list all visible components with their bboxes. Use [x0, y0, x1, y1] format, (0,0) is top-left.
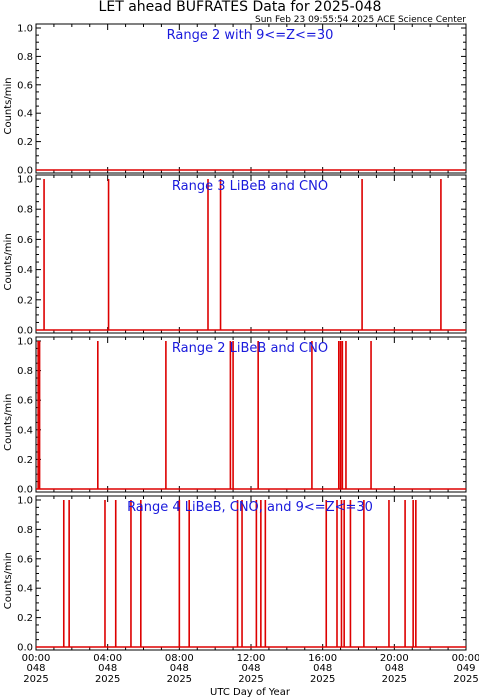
y-tick-label: 0.8	[17, 525, 33, 536]
y-tick-label: 0.6	[17, 396, 33, 407]
y-tick-label: 0.0	[17, 643, 33, 654]
panel-1: 0.0 0.2 0.4 0.6 0.8 1.0 Counts/min Range 2 with…	[3, 23, 467, 177]
panel-frame	[35, 336, 467, 493]
x-tick-time: 20:00	[380, 653, 409, 664]
x-tick-time: 04:00	[93, 653, 122, 664]
panel-label: Range 4 LiBeB, CNO, and 9<=Z<=30	[127, 500, 373, 515]
x-tick-day: 048	[26, 663, 45, 674]
y-axis-label: Counts/min	[3, 77, 14, 134]
x-tick-year: 2025	[23, 674, 48, 685]
y-tick-label: 0.4	[17, 425, 33, 436]
x-tick-year: 2025	[95, 674, 120, 685]
y-axis-label: Counts/min	[3, 394, 14, 451]
y-tick-label: 1.0	[17, 496, 33, 507]
y-tick-label: 1.0	[17, 24, 33, 35]
y-tick-label: 0.0	[17, 326, 33, 337]
panel-4: 0.0 0.2 0.4 0.6 0.8 1.0 Counts/min Range 4 LiBe…	[3, 495, 467, 654]
y-tick-label: 0.4	[17, 265, 33, 276]
panel-3: 0.0 0.2 0.4 0.6 0.8 1.0 Counts/min Range 2 LiBe…	[3, 336, 467, 496]
y-tick-label: 0.6	[17, 80, 33, 91]
y-tick-label: 0.6	[17, 554, 33, 565]
x-tick-time: 08:00	[165, 653, 194, 664]
x-tick-year: 2025	[238, 674, 263, 685]
x-tick-year: 2025	[382, 674, 407, 685]
x-tick-day: 048	[98, 663, 117, 674]
y-tick-label: 0.2	[17, 137, 33, 148]
x-tick-day: 048	[170, 663, 189, 674]
y-tick-label: 0.2	[17, 455, 33, 466]
x-tick-day: 048	[241, 663, 260, 674]
y-tick-label: 0.8	[17, 205, 33, 216]
x-axis-tick-labels: 00:00048202504:00048202508:00048202512:0…	[22, 653, 479, 685]
y-axis-label: Counts/min	[3, 233, 14, 290]
x-tick-day: 048	[313, 663, 332, 674]
y-tick-label: 0.0	[17, 485, 33, 496]
x-tick-day: 049	[456, 663, 475, 674]
x-tick-year: 2025	[453, 674, 478, 685]
y-tick-label: 0.4	[17, 109, 33, 120]
panel-2: 0.0 0.2 0.4 0.6 0.8 1.0 Counts/min Range 3 LiBe…	[3, 174, 467, 337]
chart-title: LET ahead BUFRATES Data for 2025-048	[99, 0, 382, 15]
x-tick-time: 12:00	[237, 653, 266, 664]
panel-label: Range 2 with 9<=Z<=30	[167, 28, 334, 43]
x-tick-time: 16:00	[308, 653, 337, 664]
y-tick-label: 1.0	[17, 337, 33, 348]
x-tick-time: 00:00	[452, 653, 479, 664]
y-tick-label: 0.4	[17, 584, 33, 595]
y-tick-label: 1.0	[17, 175, 33, 186]
x-tick-day: 048	[385, 663, 404, 674]
chart-panels: 0.0 0.2 0.4 0.6 0.8 1.0 Counts/min Range 2 with…	[3, 23, 467, 654]
panel-frame	[35, 23, 467, 174]
panel-label: Range 2 LiBeB and CNO	[172, 341, 328, 356]
panel-label: Range 3 LiBeB and CNO	[172, 179, 328, 194]
generation-timestamp: Sun Feb 23 09:55:54 2025 ACE Science Cen…	[255, 15, 466, 25]
y-tick-label: 0.2	[17, 613, 33, 624]
panel-frame	[35, 174, 467, 334]
panel-frame	[35, 495, 467, 651]
y-tick-label: 0.0	[17, 166, 33, 177]
x-tick-year: 2025	[167, 674, 192, 685]
y-tick-label: 0.8	[17, 52, 33, 63]
x-axis-label: UTC Day of Year	[210, 687, 291, 698]
y-tick-label: 0.2	[17, 295, 33, 306]
y-tick-label: 0.6	[17, 235, 33, 246]
x-tick-time: 00:00	[22, 653, 51, 664]
y-tick-label: 0.8	[17, 366, 33, 377]
y-axis-label: Counts/min	[3, 552, 14, 609]
x-tick-year: 2025	[310, 674, 335, 685]
